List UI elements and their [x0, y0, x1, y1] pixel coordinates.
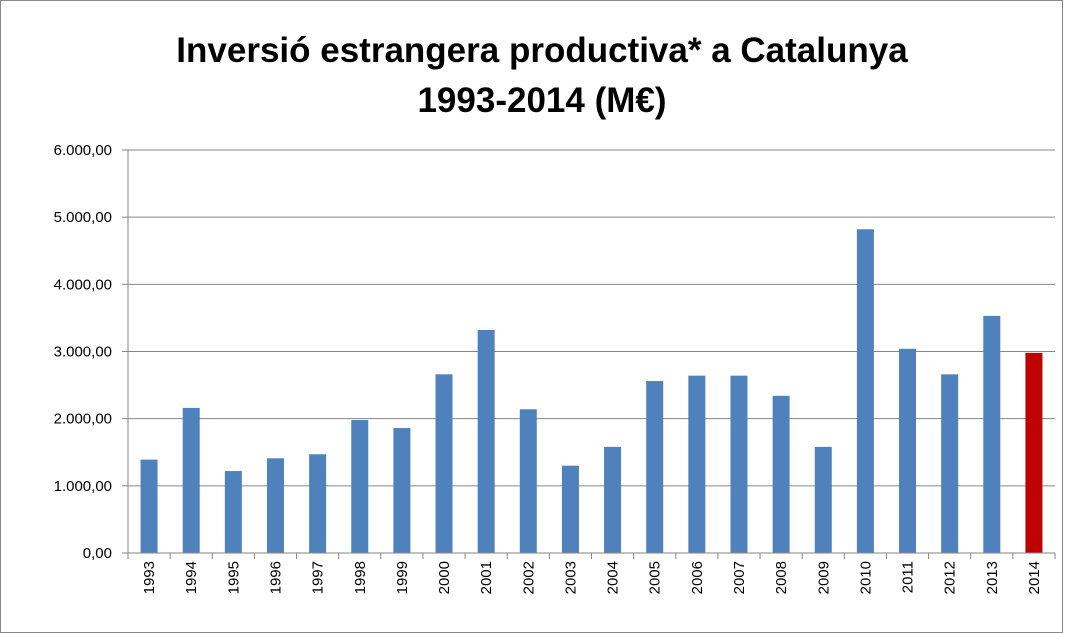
x-tick-label: 2001	[478, 561, 495, 594]
x-tick-label: 2009	[815, 561, 832, 594]
bar	[182, 407, 200, 553]
chart-title: 1993-2014 (M€)	[417, 81, 666, 120]
bar	[224, 471, 242, 553]
bar	[814, 446, 832, 553]
bar	[772, 395, 790, 553]
bar	[899, 348, 917, 553]
x-tick-label: 1999	[394, 561, 411, 594]
bar	[1025, 352, 1043, 553]
y-tick-label: 3.000,00	[54, 344, 112, 361]
bar	[351, 420, 369, 553]
bar	[435, 374, 453, 553]
x-tick-label: 2002	[520, 561, 537, 594]
x-tick-label: 2003	[562, 561, 579, 594]
y-tick-label: 1.000,00	[54, 478, 112, 495]
y-tick-label: 4.000,00	[54, 276, 112, 293]
x-tick-label: 1993	[141, 561, 158, 594]
x-tick-label: 1995	[225, 561, 242, 594]
bar	[519, 409, 537, 553]
chart-title: Inversió estrangera productiva* a Catalu…	[176, 31, 908, 70]
x-tick-label: 2013	[984, 561, 1001, 594]
x-tick-label: 2010	[857, 561, 874, 594]
bar	[477, 330, 495, 553]
bar	[561, 465, 579, 553]
x-tick-label: 1998	[352, 561, 369, 594]
x-tick-label: 1994	[183, 561, 200, 594]
x-tick-label: 2006	[689, 561, 706, 594]
x-tick-label: 2012	[942, 561, 959, 594]
x-tick-label: 1997	[310, 561, 327, 594]
x-tick-label: 2011	[900, 561, 917, 593]
bar	[309, 454, 327, 553]
y-tick-label: 0,00	[83, 545, 112, 562]
bar	[646, 381, 664, 553]
bar	[856, 229, 874, 554]
x-tick-label: 2007	[731, 561, 748, 594]
bar	[688, 375, 706, 553]
y-tick-label: 2.000,00	[54, 411, 112, 428]
x-tick-label: 2008	[773, 561, 790, 594]
bar	[983, 315, 1001, 553]
x-tick-label: 2014	[1026, 561, 1043, 594]
x-tick-label: 2000	[436, 561, 453, 594]
x-tick-label: 1996	[267, 561, 284, 594]
bar	[730, 375, 748, 553]
y-tick-label: 6.000,00	[54, 142, 112, 159]
bar	[604, 446, 622, 553]
y-tick-label: 5.000,00	[54, 209, 112, 226]
bar	[140, 459, 158, 553]
bar	[941, 374, 959, 553]
bar	[393, 428, 411, 553]
x-tick-label: 2004	[605, 561, 622, 594]
x-tick-label: 2005	[647, 561, 664, 594]
bar	[266, 458, 284, 553]
